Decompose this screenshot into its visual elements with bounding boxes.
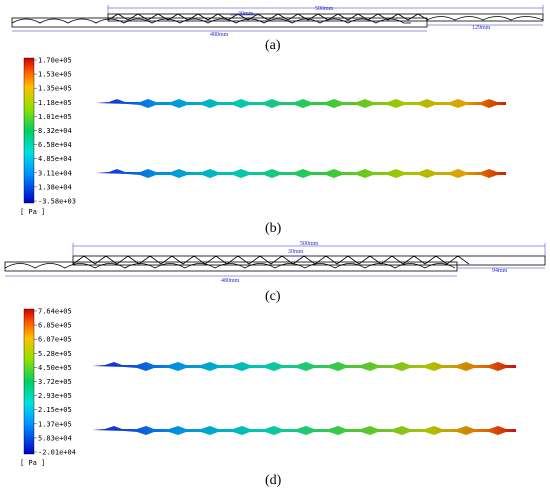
dim-a-offset: 129mm [472,25,491,31]
colorbar-tick-label: 4.50e+05 [38,364,72,372]
colorbar-tick-label: 6.85e+05 [38,322,72,330]
upper-right-arcs [426,16,544,21]
colorbar-tick-label: 1.38e+04 [38,183,72,191]
colorbar-tick-label: 6.58e+04 [38,141,72,149]
colorbar-d [23,308,35,455]
lower-arc-pattern-c [4,263,456,269]
colorbar-tick-label: 8.32e+04 [38,127,72,135]
colorbar-tick-label: 2.15e+05 [38,406,72,414]
colorbar-d-unit: [ Pa ] [20,459,45,467]
lower-channel-outline-c [4,261,458,272]
dim-c-pitch: 30mm [288,249,304,255]
panel-c-label: (c) [265,289,281,304]
pressure-contour-d-upper [92,362,516,371]
colorbar-tick-label: 2.93e+05 [38,392,72,400]
colorbar-d-ticks: 7.64e+05 6.85e+05 6.07e+05 5.28e+05 4.50e+05… [34,308,76,457]
panel-b-label: (b) [265,221,282,236]
upper-channel-outline [107,13,544,22]
colorbar-tick-label: 7.64e+05 [38,308,72,316]
dim-a-pitch: 30mm [238,11,254,17]
colorbar-tick-label: 6.07e+05 [38,336,72,344]
pressure-contour-b-upper [96,99,506,108]
panel-c-geometry [4,255,546,272]
dim-c-short: 480mm [221,278,240,284]
colorbar-tick-label: 4.85e+04 [38,155,72,163]
colorbar-tick-label: 1.18e+05 [38,99,72,107]
lower-channel-outline [11,17,428,28]
colorbar-tick-label: 1.53e+05 [38,71,72,79]
colorbar-tick-label: 1.37e+05 [38,420,72,428]
pressure-contour-d-lower [92,426,516,435]
dim-a-long: 500mm [315,6,334,12]
colorbar-tick-label: 1.70e+05 [38,57,72,65]
panel-a-geometry [11,13,544,28]
colorbar-tick-label: 5.83e+04 [38,434,72,442]
dim-c-offset: 94mm [492,268,508,274]
colorbar-tick-label: 5.28e+05 [38,350,72,358]
dim-a-short: 480mm [210,32,229,38]
colorbar-b-ticks: 1.70e+05 1.53e+05 1.35e+05 1.18e+05 1.01e+05… [34,57,76,206]
upper-zigzag-pattern-c [72,255,470,265]
colorbar-tick-label: -2.01e+04 [38,449,76,457]
colorbar-tick-label: 1.35e+05 [38,85,72,93]
colorbar-tick-label: -3.58e+03 [38,198,76,206]
panel-a-label: (a) [265,38,281,53]
upper-zigzag-pattern [107,13,429,21]
colorbar-b-unit: [ Pa ] [20,208,45,216]
pressure-contour-b-lower [96,169,506,178]
colorbar-b [23,57,35,204]
lower-arc-pattern [11,18,411,24]
colorbar-tick-label: 3.11e+04 [38,169,72,177]
panel-d-label: (d) [265,473,282,488]
panel-c-dimensions [5,243,546,277]
colorbar-tick-label: 1.01e+05 [38,113,72,121]
panel-a-dimensions [12,5,544,32]
dim-c-long: 500mm [300,241,319,247]
colorbar-tick-label: 3.72e+05 [38,378,72,386]
